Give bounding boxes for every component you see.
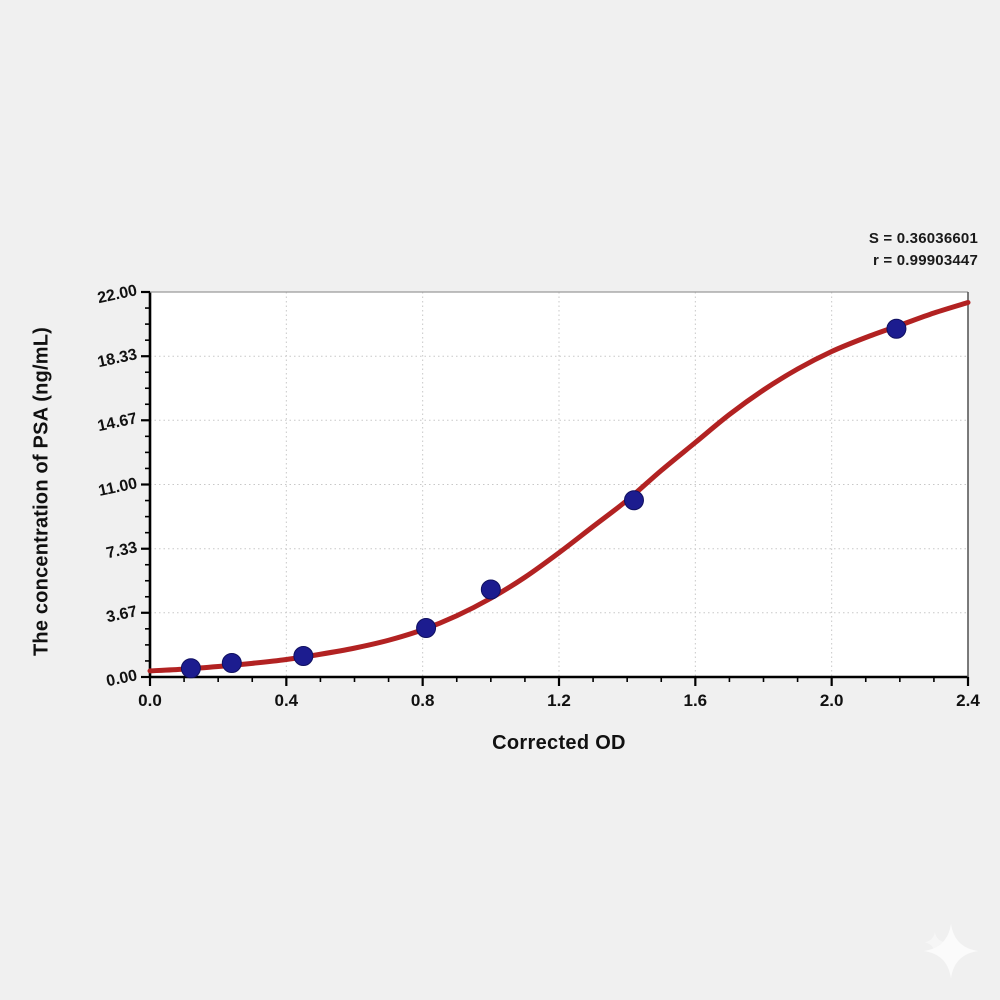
x-tick-label: 1.2	[547, 691, 571, 710]
axis-lines	[148, 291, 969, 679]
s-value: S = 0.36036601	[868, 230, 978, 247]
x-axis-title: Corrected OD	[492, 732, 626, 754]
x-tick-label: 2.0	[819, 691, 844, 710]
fit-statistics: S = 0.36036601 r = 0.99903447	[869, 228, 978, 272]
y-axis-title: The concentration of PSA (ng/mL)	[30, 327, 53, 656]
r-value: r = 0.99903447	[873, 251, 978, 269]
x-tick-label: 0.4	[274, 691, 299, 710]
major-tick-marks	[141, 290, 970, 686]
fitted-curve	[147, 300, 971, 674]
gridlines	[150, 292, 968, 677]
x-tick-label: 0.0	[138, 691, 162, 710]
x-tick-label: 2.4	[956, 691, 980, 710]
x-tick-label: 0.8	[410, 691, 435, 710]
data-point-markers	[180, 318, 907, 679]
x-tick-label: 1.6	[683, 691, 708, 710]
